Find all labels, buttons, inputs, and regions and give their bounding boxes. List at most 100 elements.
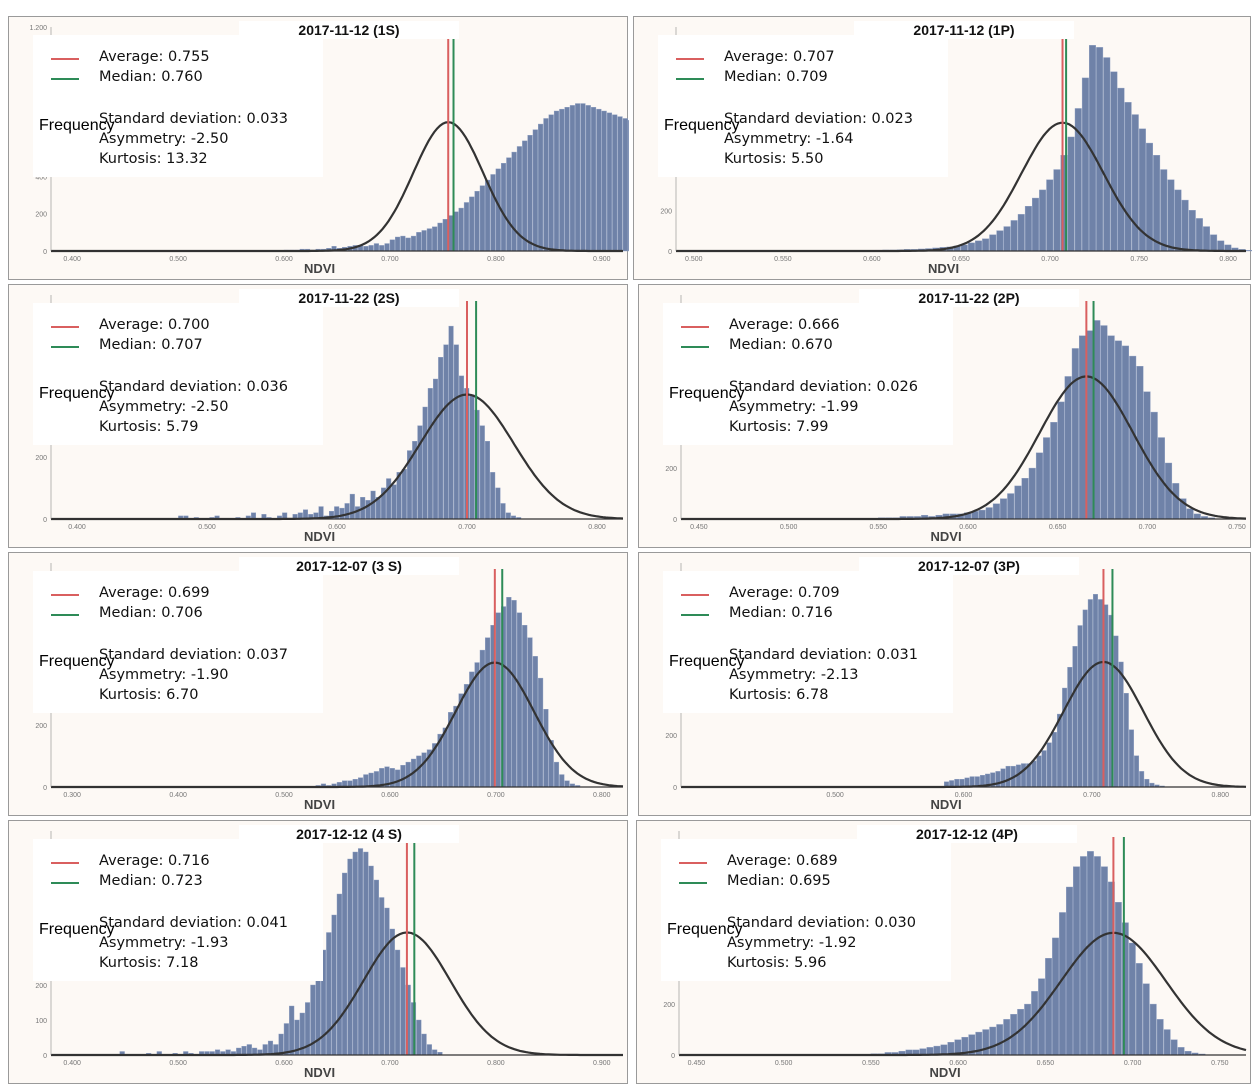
- histogram-bar: [448, 325, 454, 520]
- kurtosis-value: 5.50: [791, 151, 824, 167]
- histogram-bar: [1094, 856, 1101, 1056]
- y-axis-label: Frequency: [664, 117, 740, 134]
- y-tick-label: 200: [665, 466, 677, 473]
- legend-average-text: Average: 0.700: [99, 317, 210, 333]
- legend-average-value: 0.666: [798, 317, 840, 333]
- histogram-panel: 0.4500.5000.5500.6000.6500.7000.75002004…: [636, 820, 1251, 1084]
- y-axis-label: Frequency: [669, 653, 745, 670]
- histogram-bar: [1024, 205, 1032, 252]
- kurtosis-value: 7.99: [796, 419, 829, 435]
- y-axis-label-wrap: Frequency: [669, 385, 745, 485]
- histogram-bar: [1064, 376, 1072, 520]
- histogram-bar: [400, 967, 406, 1056]
- legend-average-label: Average: [99, 853, 159, 869]
- legend-average-value: 0.716: [168, 853, 210, 869]
- histogram-bar: [532, 129, 538, 252]
- y-tick-label: 0: [671, 1053, 675, 1060]
- histogram-bar: [1003, 226, 1011, 252]
- y-tick-label: 0: [43, 249, 47, 256]
- histogram-bar: [1124, 102, 1132, 252]
- histogram-bar: [433, 378, 439, 520]
- legend-average-value: 0.707: [793, 49, 835, 65]
- histogram-bar: [495, 612, 501, 788]
- x-tick-label: 0.700: [458, 524, 476, 531]
- histogram-bar: [511, 600, 517, 788]
- y-tick-label: 0: [43, 1053, 47, 1060]
- y-tick-label: 200: [660, 208, 672, 215]
- histogram-bar: [516, 612, 522, 788]
- histogram-bar: [1210, 234, 1218, 252]
- histogram-bar: [1163, 1029, 1171, 1056]
- y-axis-label-wrap: Frequency: [667, 921, 743, 1021]
- histogram-bar: [363, 246, 369, 252]
- std-dev-text: Standard deviation: 0.030: [727, 915, 916, 931]
- histogram-bar: [416, 755, 422, 788]
- x-tick-label: 0.500: [169, 1060, 187, 1067]
- histogram-panel: 0.4500.5000.5500.6000.6500.7000.75002004…: [638, 284, 1251, 548]
- histogram-bar: [363, 774, 369, 788]
- x-tick-label: 0.300: [63, 792, 81, 799]
- histogram-bar: [1167, 179, 1175, 252]
- histogram-bar: [1031, 760, 1037, 788]
- histogram-bar: [532, 656, 538, 788]
- histogram-bar: [474, 191, 480, 252]
- x-tick-label: 0.450: [688, 1060, 706, 1067]
- histogram-bar: [1160, 169, 1168, 252]
- legend-median-label: Median: [99, 605, 152, 621]
- stats-legend-box: Average: 0.709 Median: 0.716 Standard devi…: [663, 571, 953, 713]
- histogram-bar: [459, 375, 465, 520]
- histogram-bar: [1021, 763, 1027, 788]
- histogram-bar: [463, 202, 470, 252]
- histogram-bar: [1100, 866, 1108, 1056]
- histogram-bar: [601, 110, 607, 252]
- histogram-bar: [1092, 594, 1098, 788]
- histogram-bar: [479, 185, 485, 252]
- histogram-bar: [1172, 483, 1180, 520]
- histogram-bar: [391, 484, 397, 520]
- std-dev-text: Standard deviation: 0.041: [99, 915, 288, 931]
- y-tick-label: 100: [35, 1018, 47, 1025]
- x-tick-label: 0.650: [952, 256, 970, 263]
- std-dev-value: 0.031: [876, 647, 918, 663]
- histogram-bar: [1098, 599, 1104, 788]
- histogram-bar: [1117, 87, 1125, 252]
- histogram-bar: [458, 693, 464, 788]
- histogram-bar: [1142, 983, 1150, 1056]
- y-tick-label: 0: [668, 249, 672, 256]
- histogram-bar: [978, 509, 986, 520]
- histogram-bar: [564, 107, 570, 252]
- kurtosis-value: 13.32: [166, 151, 208, 167]
- histogram-bar: [326, 932, 332, 1056]
- histogram-bar: [1177, 1047, 1185, 1056]
- x-tick-label: 0.800: [588, 524, 606, 531]
- legend-median-label: Median: [99, 873, 152, 889]
- histogram-bar: [989, 1026, 997, 1056]
- asymmetry-text: Asymmetry: -1.92: [727, 935, 857, 951]
- histogram-bar: [1128, 729, 1134, 788]
- kurtosis-text: Kurtosis: 6.70: [99, 687, 199, 703]
- x-axis-label: NDVI: [304, 797, 336, 812]
- histogram-bar: [580, 103, 586, 252]
- legend-average-text: Average: 0.666: [729, 317, 840, 333]
- histogram-panel: 0.5000.6000.7000.8000200400600800Average…: [638, 552, 1251, 816]
- legend-average-label: Average: [99, 585, 159, 601]
- legend-average-swatch: [681, 594, 709, 596]
- y-axis-label: Frequency: [39, 117, 115, 134]
- kurtosis-value: 6.70: [166, 687, 199, 703]
- histogram-bar: [1007, 493, 1015, 520]
- histogram-bar: [982, 238, 990, 252]
- histogram-panel: 0.4000.5000.6000.7000.8000200400600Avera…: [8, 284, 628, 548]
- histogram-bar: [1087, 599, 1093, 788]
- histogram-bar: [347, 858, 353, 1056]
- histogram-bar: [505, 512, 511, 520]
- stats-legend-box: Average: 0.666 Median: 0.670 Standard devi…: [663, 303, 953, 445]
- x-tick-label: 0.500: [826, 792, 844, 799]
- x-tick-label: 0.600: [381, 792, 399, 799]
- legend-median-swatch: [51, 346, 79, 348]
- y-tick-label: 200: [35, 983, 47, 990]
- histogram-bar: [538, 123, 544, 252]
- histogram-bar: [1021, 478, 1029, 520]
- legend-average-swatch: [51, 594, 79, 596]
- legend-median-value: 0.695: [789, 873, 831, 889]
